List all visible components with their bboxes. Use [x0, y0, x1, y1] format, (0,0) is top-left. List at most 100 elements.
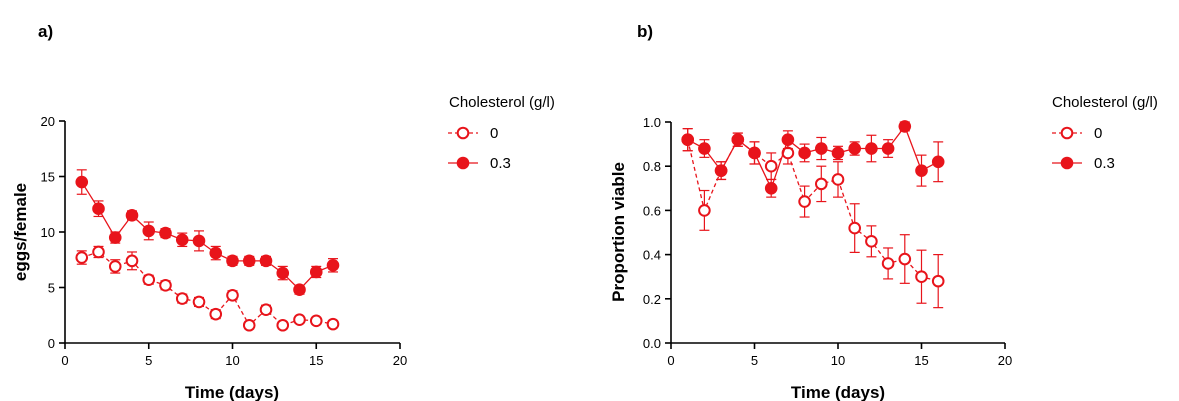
data-point: [915, 164, 928, 177]
panel-b-xlabel: Time (days): [791, 383, 885, 401]
data-point: [276, 318, 290, 332]
data-point: [142, 224, 156, 238]
panel-b-marks: [681, 120, 945, 309]
panel-b-axes: 0 5 10 15 20 0.0 0.2 0.4 0.6 0.8 1.0: [643, 115, 1012, 368]
legend-marker: [1060, 126, 1074, 140]
x-tick-label: 10: [831, 353, 845, 368]
series-0: [681, 128, 945, 309]
data-point: [881, 257, 895, 270]
data-point: [698, 204, 711, 217]
data-point: [898, 120, 912, 133]
y-tick-label: 15: [41, 170, 55, 185]
data-point: [326, 317, 340, 331]
data-point: [293, 313, 306, 326]
panel-b: b) Proportion viable Time (days) 0 5 10 15 2…: [609, 22, 1158, 401]
data-point: [865, 142, 878, 155]
data-point: [848, 142, 862, 155]
y-tick-label: 0.0: [643, 336, 661, 351]
y-tick-label: 5: [48, 281, 55, 296]
data-point: [108, 260, 122, 273]
panel-a-axes: 0 5 10 15 20 0 5 10 15 20: [41, 114, 408, 368]
y-tick-label: 20: [41, 114, 55, 129]
legend-label: 0: [490, 125, 498, 142]
y-tick-label: 0.8: [643, 159, 661, 174]
x-tick-label: 0: [667, 353, 674, 368]
panel-b-legend-title: Cholesterol (g/l): [1052, 94, 1158, 111]
data-point: [159, 226, 172, 240]
legend-marker: [456, 126, 470, 140]
y-tick-label: 10: [41, 225, 55, 240]
series-line: [687, 125, 939, 191]
data-point: [92, 245, 105, 259]
y-tick-label: 1.0: [643, 115, 661, 130]
y-tick-label: 0.4: [643, 248, 661, 263]
data-point: [848, 221, 862, 235]
data-point: [865, 235, 878, 248]
data-point: [242, 318, 256, 332]
data-point: [798, 146, 811, 160]
data-point: [815, 142, 828, 155]
data-point: [209, 307, 223, 321]
data-point: [831, 173, 845, 186]
data-point: [681, 133, 695, 146]
data-point: [798, 195, 811, 208]
data-point: [142, 273, 156, 287]
data-point: [764, 182, 778, 195]
data-point: [815, 177, 828, 191]
data-point: [259, 303, 273, 317]
data-point: [931, 274, 945, 288]
panel-a-letter: a): [38, 22, 53, 41]
panel-b-letter: b): [637, 22, 653, 41]
data-point: [159, 278, 172, 292]
data-point: [175, 292, 189, 305]
data-point: [226, 288, 239, 302]
y-tick-label: 0.6: [643, 203, 661, 218]
data-point: [698, 142, 711, 155]
panel-b-legend: Cholesterol (g/l) 0 0.3: [1052, 94, 1158, 172]
legend-entry-0: 0: [448, 125, 498, 142]
data-point: [293, 283, 306, 297]
legend-marker: [456, 156, 470, 170]
series-0.3: [75, 169, 340, 297]
data-point: [881, 142, 895, 155]
panel-a-xlabel: Time (days): [185, 383, 279, 401]
series-0.3: [681, 120, 945, 198]
x-tick-label: 0: [61, 353, 68, 368]
y-tick-label: 0.2: [643, 292, 661, 307]
panel-a: a) eggs/female Time (days) 0 5 10 15 20 0 5 10 1…: [11, 22, 555, 401]
data-point: [276, 266, 290, 280]
data-point: [309, 314, 323, 328]
x-tick-label: 10: [225, 353, 239, 368]
x-tick-label: 20: [998, 353, 1012, 368]
panel-a-marks: [75, 169, 340, 332]
data-point: [125, 254, 139, 268]
legend-label: 0.3: [1094, 155, 1115, 172]
data-point: [326, 259, 340, 272]
data-point: [731, 133, 745, 146]
data-point: [259, 254, 273, 268]
data-point: [192, 295, 206, 309]
data-point: [92, 202, 105, 215]
data-point: [931, 155, 945, 169]
data-point: [764, 159, 778, 173]
series-line: [81, 251, 334, 327]
data-point: [748, 146, 761, 160]
data-point: [192, 234, 206, 248]
data-point: [242, 254, 256, 268]
data-point: [209, 246, 223, 260]
y-tick-label: 0: [48, 336, 55, 351]
x-tick-label: 5: [751, 353, 758, 368]
legend-marker: [1060, 156, 1074, 170]
panel-a-ylabel: eggs/female: [11, 183, 30, 281]
data-point: [714, 164, 728, 177]
x-tick-label: 15: [914, 353, 928, 368]
series-line: [81, 181, 334, 291]
x-tick-label: 5: [145, 353, 152, 368]
data-point: [309, 265, 323, 279]
data-point: [125, 209, 139, 222]
data-point: [75, 175, 89, 189]
legend-label: 0: [1094, 125, 1102, 142]
panel-b-ylabel: Proportion viable: [609, 162, 628, 302]
panel-a-legend-title: Cholesterol (g/l): [449, 94, 555, 111]
